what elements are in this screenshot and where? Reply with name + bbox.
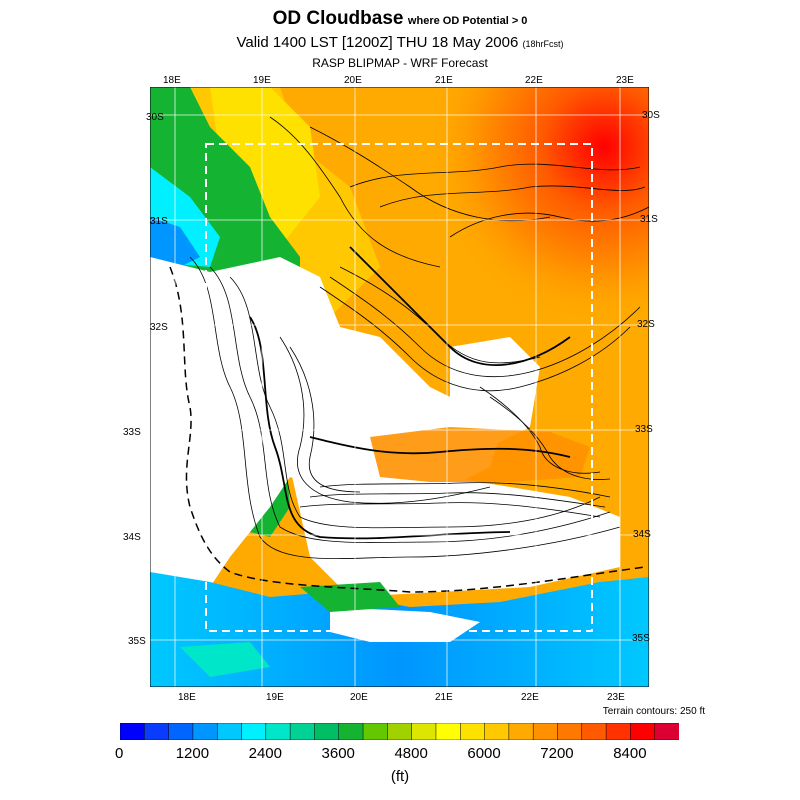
lon-bottom-20E: 20E (350, 692, 368, 703)
model-name: RASP BLIPMAP - WRF Forecast (312, 56, 488, 70)
lat-left-34S: 34S (123, 532, 141, 543)
lat-left-35S: 35S (128, 636, 146, 647)
colorbar-swatch (557, 723, 583, 740)
colorbar-swatch (192, 723, 218, 740)
title-main: OD Cloudbase (272, 8, 404, 29)
colorbar-swatch (216, 723, 243, 740)
chart-title: OD Cloudbase where OD Potential > 0 (0, 8, 800, 30)
lat-right-31S: 31S (640, 214, 658, 225)
colorbar-tick-label: 2400 (248, 745, 282, 762)
colorbar-swatch (338, 723, 364, 740)
colorbar-swatch (289, 723, 315, 740)
colorbar-tick-label: 0 (115, 745, 124, 762)
lon-bottom-18E: 18E (178, 692, 196, 703)
colorbar-tick-label: 7200 (540, 745, 574, 762)
field-teal-sea (180, 642, 270, 677)
terrain-contours-bold (249, 246, 571, 540)
lat-left-31S: 31S (150, 216, 168, 227)
colorbar-tick-label: 6000 (467, 745, 501, 762)
colorbar-swatch (460, 723, 486, 740)
forecast-map (150, 87, 649, 687)
colorbar-swatch (387, 723, 413, 740)
lon-top-20E: 20E (344, 75, 362, 86)
lat-left-33S: 33S (123, 427, 141, 438)
lon-top-18E: 18E (163, 75, 181, 86)
colorbar-swatch (168, 723, 194, 740)
lon-top-22E: 22E (525, 75, 543, 86)
colorbar-swatch (314, 723, 340, 740)
lat-left-32S: 32S (150, 322, 168, 333)
colorbar-swatch (362, 723, 388, 740)
colorbar-swatch (654, 723, 679, 740)
lat-right-35S: 35S (632, 633, 650, 644)
lon-bottom-23E: 23E (607, 692, 625, 703)
colorbar-swatch (581, 723, 607, 740)
colorbar-unit: (ft) (390, 768, 410, 785)
field-red-northeast (350, 87, 649, 387)
lon-top-21E: 21E (435, 75, 453, 86)
terrain-contours (189, 116, 649, 559)
field-nodata-karoo (280, 317, 400, 437)
colorbar-swatch (630, 723, 656, 740)
field-nodata-coast (330, 607, 480, 642)
lon-top-23E: 23E (616, 75, 634, 86)
field-green-southcoast (300, 582, 400, 612)
colorbar-swatch (605, 723, 631, 740)
valid-time: Valid 1400 LST [1200Z] THU 18 May 2006 (… (0, 34, 800, 51)
colorbar-tick-label: 4800 (394, 745, 428, 762)
colorbar-swatch (532, 723, 559, 740)
lat-right-30S: 30S (642, 110, 660, 121)
field-nodata-south (290, 467, 620, 597)
colorbar-tick-label: 1200 (175, 745, 210, 762)
terrain-contour-note: Terrain contours: 250 ft (602, 706, 705, 717)
lat-right-33S: 33S (635, 424, 653, 435)
lat-right-34S: 34S (633, 529, 651, 540)
colorbar-tick-label: 3600 (321, 745, 355, 762)
lat-right-32S: 32S (637, 319, 655, 330)
colorbar-swatch (435, 723, 461, 740)
inner-domain-box (205, 143, 593, 632)
lon-bottom-21E: 21E (435, 692, 453, 703)
colorbar-swatch (508, 723, 534, 740)
graticule (150, 87, 649, 687)
colorbar-swatch (265, 723, 291, 740)
colorbar-swatch (484, 723, 510, 740)
forecast-hour: (18hrFcst) (522, 39, 564, 49)
lat-left-30S: 30S (146, 112, 164, 123)
valid-text: Valid 1400 LST [1200Z] THU 18 May 2006 (236, 34, 519, 51)
colorbar-swatch (144, 723, 170, 740)
lon-top-19E: 19E (253, 75, 271, 86)
field-orange-patch (370, 427, 590, 482)
coastline-contour (169, 266, 646, 593)
colorbar-swatch (241, 723, 267, 740)
colorbar-swatch (120, 723, 145, 740)
colorbar (120, 723, 679, 740)
colorbar-swatch (411, 723, 437, 740)
lon-bottom-19E: 19E (266, 692, 284, 703)
colorbar-tick-label: 8400 (613, 745, 647, 762)
title-note: where OD Potential > 0 (407, 15, 528, 27)
lon-bottom-22E: 22E (521, 692, 539, 703)
field-nodata-east (450, 337, 540, 447)
